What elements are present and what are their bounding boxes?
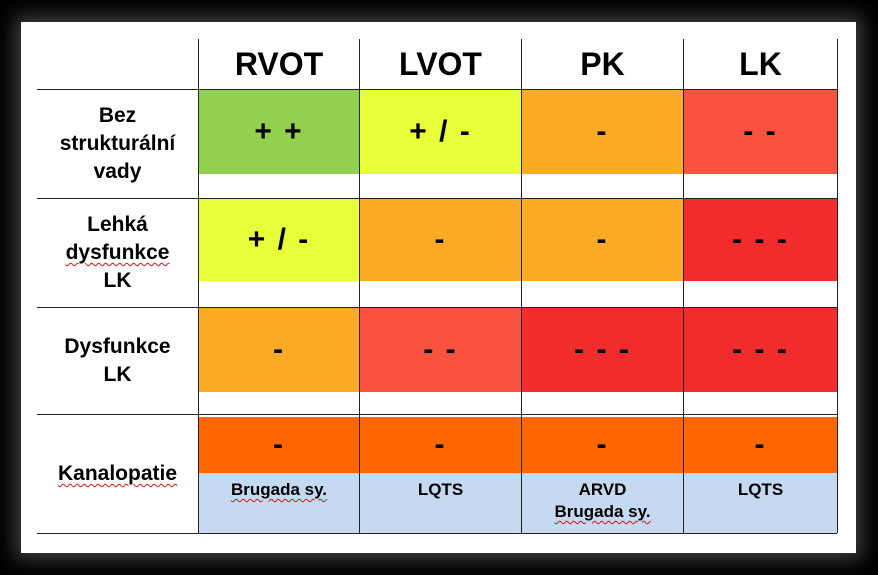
- cell-r1-pk: -: [522, 90, 683, 174]
- grid-line: [37, 533, 837, 534]
- sub-cell-r4-rvot: Brugada sy.: [199, 473, 359, 533]
- cell-r3-pk: - - -: [522, 308, 683, 392]
- cell-r4-lk: -: [684, 417, 837, 473]
- row-label-line: dysfunkce: [65, 241, 170, 264]
- grid-line: [521, 39, 522, 533]
- row-label-lehka-dysfunkce-lk: Lehká dysfunkce LK: [37, 199, 198, 307]
- cell-r1-lvot: + / -: [360, 90, 521, 174]
- grid-line: [837, 39, 838, 533]
- grid-line: [198, 39, 199, 533]
- cell-r2-lvot: -: [360, 199, 521, 281]
- grid-line: [37, 198, 837, 199]
- row-label-kanalopatie: Kanalopatie: [37, 415, 198, 533]
- column-header-rvot: RVOT: [234, 45, 324, 82]
- grid: RVOT LVOT PK LK Bez strukturální vady + …: [21, 22, 856, 553]
- sub-cell-r4-lvot: LQTS: [360, 473, 521, 533]
- cell-r3-rvot: -: [199, 308, 359, 392]
- row-label-line: LK: [103, 269, 132, 292]
- row-label-line: Kanalopatie: [57, 462, 178, 485]
- row-label-bez-strukturalni-vady: Bez strukturální vady: [37, 90, 198, 198]
- sub-text: Brugada sy.: [230, 480, 328, 499]
- cell-r4-lvot: -: [360, 417, 521, 473]
- cell-r4-rvot: -: [199, 417, 359, 473]
- sub-cell-r4-lk: LQTS: [684, 473, 837, 533]
- row-label-line: vady: [93, 160, 142, 183]
- column-header-pk: PK: [580, 45, 625, 82]
- grid-line: [683, 39, 684, 533]
- sub-cell-r4-pk: ARVD Brugada sy.: [522, 473, 683, 533]
- sub-text: LQTS: [417, 480, 464, 499]
- table-frame: RVOT LVOT PK LK Bez strukturální vady + …: [21, 22, 856, 553]
- sub-text: Brugada sy.: [554, 502, 651, 521]
- cell-r3-lvot: - -: [360, 308, 521, 392]
- grid-line: [359, 39, 360, 533]
- grid-line: [37, 307, 837, 308]
- column-header-lvot: LVOT: [399, 45, 482, 82]
- grid-line: [37, 414, 837, 415]
- row-label-line: Dysfunkce: [64, 335, 171, 358]
- cell-r1-lk: - -: [684, 90, 837, 174]
- sub-text: LQTS: [737, 480, 784, 499]
- cell-r4-pk: -: [522, 417, 683, 473]
- cell-r2-lk: - - -: [684, 199, 837, 281]
- row-label-line: LK: [103, 363, 132, 386]
- column-header-lk: LK: [739, 45, 782, 82]
- row-label-line: Lehká: [87, 213, 148, 236]
- cell-r2-rvot: + / -: [199, 199, 359, 281]
- grid-line: [37, 89, 837, 90]
- sub-text: ARVD: [578, 480, 627, 499]
- cell-r1-rvot: + +: [199, 90, 359, 174]
- row-label-line: Bez: [98, 104, 137, 127]
- row-label-line: strukturální: [59, 132, 176, 155]
- cell-r3-lk: - - -: [684, 308, 837, 392]
- row-label-dysfunkce-lk: Dysfunkce LK: [37, 308, 198, 414]
- cell-r2-pk: -: [522, 199, 683, 281]
